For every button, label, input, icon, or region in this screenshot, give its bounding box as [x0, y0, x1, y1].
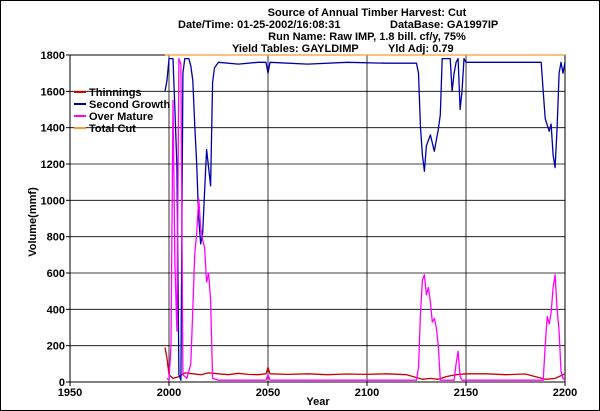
y-axis-label: Volume(mmf) [27, 187, 39, 257]
legend-label-over-mature: Over Mature [89, 111, 153, 123]
y-tick-label: 1000 [41, 195, 65, 207]
y-tick-label: 600 [47, 268, 65, 280]
legend-label-total-cut: Total Cut [89, 123, 136, 135]
x-tick-label: 2200 [553, 387, 577, 399]
y-tick-label: 800 [47, 232, 65, 244]
datetime-label: Date/Time: 01-25-2002/16:08:31 [178, 19, 340, 31]
x-tick-label: 2000 [157, 387, 181, 399]
x-axis-ticks: 1950 2000 2050 2100 2150 2200 [58, 382, 577, 399]
x-tick-label: 2050 [256, 387, 280, 399]
database-label: DataBase: GA1997IP [390, 19, 498, 31]
x-tick-label: 2100 [355, 387, 379, 399]
series-line-over-mature [166, 57, 566, 381]
grid [70, 55, 565, 382]
x-tick-label: 2150 [454, 387, 478, 399]
yld-adj-label: Yld Adj: 0.79 [388, 43, 454, 55]
y-tick-label: 0 [59, 377, 65, 389]
y-tick-label: 400 [47, 304, 65, 316]
x-tick-label: 1950 [58, 387, 82, 399]
series-group [164, 54, 566, 381]
y-axis-ticks: 0 200 400 600 800 1000 1200 1400 1600 1800 [41, 50, 70, 389]
y-tick-label: 1600 [41, 86, 65, 98]
series-line-second-growth [164, 57, 566, 381]
chart-title: Source of Annual Timber Harvest: Cut [268, 7, 467, 19]
series-line-thinnings [164, 347, 566, 380]
y-tick-label: 1200 [41, 159, 65, 171]
run-name-label: Run Name: Raw IMP, 1.8 bill. cf/y, 75% [268, 31, 466, 43]
y-tick-label: 1400 [41, 123, 65, 135]
x-axis-label: Year [306, 396, 330, 408]
y-tick-label: 1800 [41, 50, 65, 62]
y-tick-label: 200 [47, 341, 65, 353]
legend-label-second-growth: Second Growth [89, 99, 171, 111]
legend-label-thinnings: Thinnings [89, 87, 142, 99]
yield-tables-label: Yield Tables: GAYLDIMP [232, 43, 359, 55]
